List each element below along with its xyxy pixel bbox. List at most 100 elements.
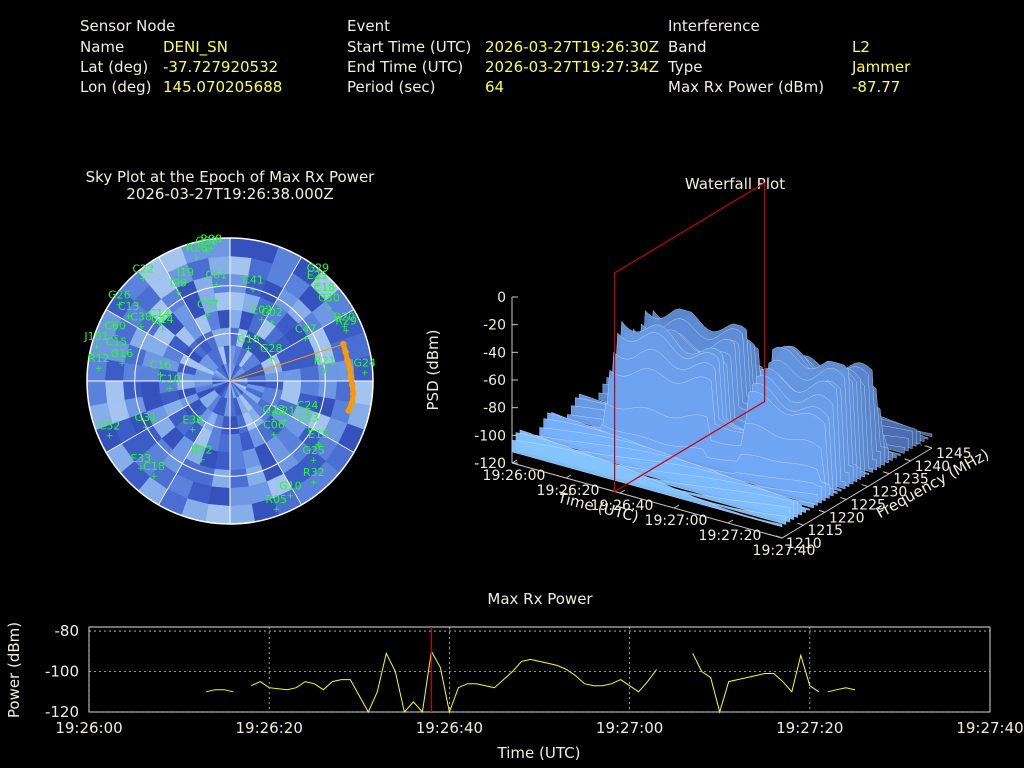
satellite-marker: + — [321, 366, 329, 376]
satellite-label: E33 — [130, 452, 151, 465]
waterfall-x-tick-label: 19:26:40 — [591, 498, 654, 514]
waterfall-y-tick-label: 1220 — [829, 510, 865, 526]
waterfall-z-tick-label: -40 — [483, 345, 506, 361]
satellite-marker: + — [95, 364, 103, 374]
satellite-label: C13 — [118, 300, 140, 313]
satellite-label: C38 — [130, 310, 152, 323]
satellite-label: C41 — [242, 273, 264, 286]
waterfall-x-tick — [727, 519, 734, 524]
skyplot-azimuth-line — [105, 404, 189, 453]
waterfall-y-tick — [861, 484, 868, 488]
power-series-line — [692, 653, 820, 714]
satellite-marker: + — [198, 456, 206, 466]
waterfall-y-tick-label: 1235 — [893, 472, 929, 488]
satellite-marker: + — [361, 369, 369, 379]
skyplot-heatmap-cell — [122, 380, 143, 400]
waterfall-z-tick-label: 0 — [497, 290, 506, 306]
power-y-tick-label: -100 — [45, 663, 79, 681]
power-chart-title: Max Rx Power — [487, 590, 593, 608]
satellite-marker: + — [142, 423, 150, 433]
interference-heading: Interference — [668, 17, 760, 35]
satellite-label: R26 — [186, 242, 208, 255]
waterfall-plot: PSD (dBm) Time (UTC) Frequency (MHz) 0-2… — [424, 181, 992, 559]
satellite-marker: + — [213, 280, 221, 290]
power-x-tick-label: 19:26:40 — [416, 719, 483, 737]
satellite-label: C30 — [318, 291, 340, 304]
sensor-node-heading: Sensor Node — [80, 17, 176, 35]
satellite-label: C06 — [263, 418, 285, 431]
skyplot-heatmap-cell — [204, 503, 231, 525]
waterfall-y-tick — [882, 471, 890, 475]
waterfall-y-tick — [925, 445, 933, 449]
satellite-marker: + — [106, 432, 114, 442]
satellite-marker: + — [272, 505, 280, 515]
satellite-marker: + — [111, 332, 119, 342]
waterfall-x-tick — [565, 474, 572, 479]
satellite-label: G14 — [151, 313, 174, 326]
power-y-tick-label: -80 — [55, 622, 80, 640]
power-series-line — [827, 687, 856, 693]
satellite-marker: + — [302, 334, 310, 344]
satellite-label: C24 — [297, 399, 319, 412]
power-x-tick-label: 19:26:00 — [55, 719, 122, 737]
waterfall-x-tick-label: 19:26:20 — [537, 483, 600, 499]
satellite-marker: + — [321, 293, 329, 303]
satellite-marker: + — [270, 415, 278, 425]
satellite-marker: + — [313, 281, 321, 291]
skyplot: +R08+G32+R26+C22+G29+E25+G26 +C18+C30+I19… — [83, 232, 376, 525]
satellite-label: G25 — [302, 444, 325, 457]
satellite-label: R21 — [314, 354, 336, 367]
satellite-label: G24 — [353, 357, 376, 370]
satellite-label: R22 — [191, 444, 213, 457]
waterfall-surface — [511, 308, 933, 528]
skyplot-track-point — [349, 382, 356, 389]
satellite-label: I19 — [177, 266, 194, 279]
satellite-marker: + — [137, 464, 145, 474]
waterfall-epoch-plane — [613, 181, 766, 493]
satellite-label: G31 — [135, 411, 158, 424]
power-series-line — [250, 649, 658, 714]
satellite-marker: + — [166, 384, 174, 394]
skyplot-heatmap-cell — [229, 486, 252, 507]
satellite-label: C22 — [132, 263, 154, 276]
satellite-label: C21 — [274, 404, 296, 417]
satellite-label: C16 — [150, 359, 172, 372]
satellite-label: R08 — [200, 232, 222, 245]
satellite-label: G29 — [307, 261, 330, 274]
satellite-label: R20 — [333, 310, 355, 323]
skyplot-track-point — [342, 348, 349, 356]
power-x-tick-label: 19:27:20 — [776, 719, 843, 737]
sensor-lon-value: 145.070205688 — [163, 78, 283, 96]
skyplot-track-point — [344, 357, 351, 364]
satellite-marker: + — [207, 244, 215, 254]
satellite-marker: + — [159, 325, 167, 335]
satellite-label: C52 — [99, 420, 121, 433]
satellite-marker: + — [305, 423, 313, 433]
waterfall-z-tick-label: -120 — [474, 456, 506, 472]
waterfall-x-tick-label: 19:27:00 — [645, 513, 708, 529]
satellite-label: G26 — [108, 289, 131, 302]
skyplot-azimuth-line — [271, 309, 355, 358]
skyplot-heatmap-cell — [104, 380, 125, 403]
satellite-marker: + — [342, 326, 350, 336]
waterfall-x-tick-label: 19:27:40 — [753, 543, 816, 559]
satellite-label: G23 — [263, 403, 286, 416]
sensor-lon-label: Lon (deg) — [80, 78, 152, 96]
satellite-label: E15 — [308, 428, 329, 441]
event-end-value: 2026-03-27T19:27:34Z — [485, 58, 659, 76]
skyplot-azimuth-line — [158, 256, 207, 340]
waterfall-y-tick — [904, 458, 911, 462]
waterfall-x-tick — [511, 459, 518, 464]
satellite-label: C18 — [314, 281, 336, 294]
event-start-value: 2026-03-27T19:26:30Z — [485, 38, 659, 56]
waterfall-x-tick-label: 19:27:20 — [699, 528, 762, 544]
waterfall-strip — [511, 439, 783, 528]
waterfall-x-tick-label: 19:26:00 — [483, 468, 546, 484]
power-plot-frame — [88, 626, 991, 713]
satellite-marker: + — [193, 254, 201, 264]
satellite-label: E36 — [182, 414, 203, 427]
waterfall-y-tick-label: 1240 — [915, 459, 951, 475]
satellite-marker: + — [156, 319, 164, 329]
skyplot-azimuth-line — [105, 309, 189, 358]
